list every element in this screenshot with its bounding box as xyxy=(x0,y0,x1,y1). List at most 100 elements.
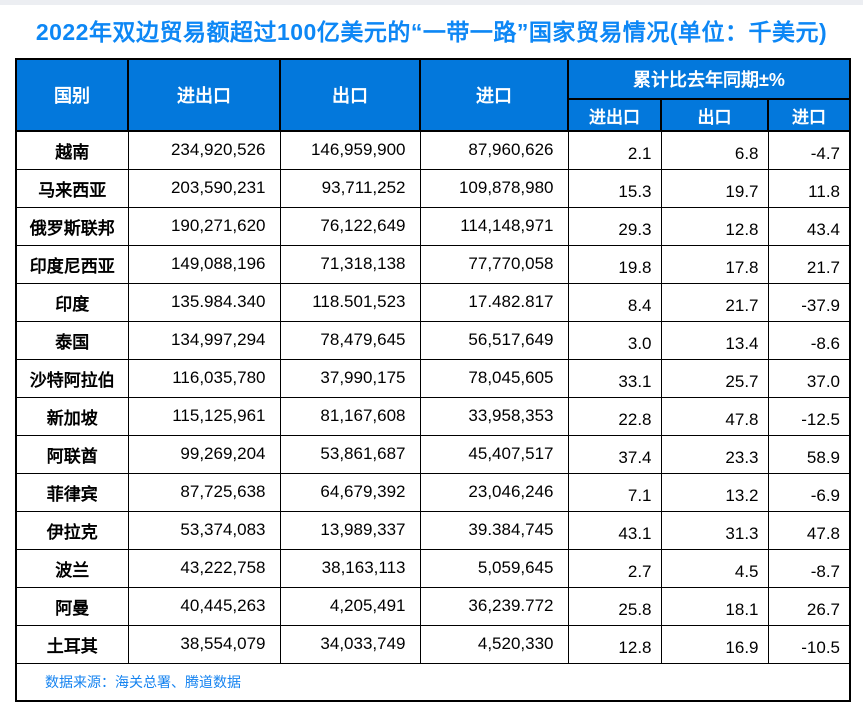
cell-yoy-import: 26.7 xyxy=(767,586,851,626)
cell-yoy-total: 19.8 xyxy=(567,244,662,284)
table-row: 泰国 134,997,294 78,479,645 56,517,649 3.0 13.4… xyxy=(15,320,851,360)
col-header-yoy-group: 累计比去年同期±% xyxy=(567,58,851,100)
table-row: 俄罗斯联邦 190,271,620 76,122,649 114,148,971 29.… xyxy=(15,206,851,246)
cell-yoy-export: 16.9 xyxy=(660,624,769,664)
cell-import: 45,407,517 xyxy=(419,434,569,474)
cell-yoy-export: 25.7 xyxy=(660,358,769,398)
cell-yoy-import: -12.5 xyxy=(767,396,851,436)
cell-yoy-import: 47.8 xyxy=(767,510,851,550)
cell-yoy-export: 18.1 xyxy=(660,586,769,626)
table-row: 印度尼西亚 149,088,196 71,318,138 77,770,058 19.8… xyxy=(15,244,851,284)
cell-export: 53,861,687 xyxy=(279,434,421,474)
cell-country: 泰国 xyxy=(15,320,129,360)
cell-import: 4,520,330 xyxy=(419,624,569,664)
cell-total: 234,920,526 xyxy=(127,130,281,170)
cell-country: 阿曼 xyxy=(15,586,129,626)
cell-import: 36,239.772 xyxy=(419,586,569,626)
cell-total: 99,269,204 xyxy=(127,434,281,474)
cell-country: 新加坡 xyxy=(15,396,129,436)
cell-export: 38,163,113 xyxy=(279,548,421,588)
cell-export: 37,990,175 xyxy=(279,358,421,398)
table-row: 伊拉克 53,374,083 13,989,337 39.384,745 43.1 31.… xyxy=(15,510,851,550)
cell-export: 146,959,900 xyxy=(279,130,421,170)
cell-import: 56,517,649 xyxy=(419,320,569,360)
table-body: 越南 234,920,526 146,959,900 87,960,626 2.1 6.8… xyxy=(15,130,851,664)
page-title: 2022年双边贸易额超过100亿美元的“一带一路”国家贸易情况(单位：千美元) xyxy=(35,19,828,45)
cell-yoy-import: 21.7 xyxy=(767,244,851,284)
cell-country: 印度 xyxy=(15,282,129,322)
cell-export: 78,479,645 xyxy=(279,320,421,360)
source-note: 数据来源：海关总署、腾道数据 xyxy=(15,662,851,702)
cell-total: 40,445,263 xyxy=(127,586,281,626)
cell-total: 43,222,758 xyxy=(127,548,281,588)
cell-total: 134,997,294 xyxy=(127,320,281,360)
cell-export: 71,318,138 xyxy=(279,244,421,284)
cell-yoy-import: -4.7 xyxy=(767,130,851,170)
cell-yoy-export: 17.8 xyxy=(660,244,769,284)
cell-yoy-export: 6.8 xyxy=(660,130,769,170)
cell-total: 203,590,231 xyxy=(127,168,281,208)
cell-total: 115,125,961 xyxy=(127,396,281,436)
table-row: 印度 135.984.340 118.501,523 17.482.817 8.4 21.… xyxy=(15,282,851,322)
cell-country: 伊拉克 xyxy=(15,510,129,550)
table-row: 新加坡 115,125,961 81,167,608 33,958,353 22.8 47… xyxy=(15,396,851,436)
cell-total: 190,271,620 xyxy=(127,206,281,246)
cell-yoy-total: 22.8 xyxy=(567,396,662,436)
cell-country: 土耳其 xyxy=(15,624,129,664)
table-row: 波兰 43,222,758 38,163,113 5,059,645 2.7 4.5 -8.… xyxy=(15,548,851,588)
cell-yoy-import: -6.9 xyxy=(767,472,851,512)
cell-import: 23,046,246 xyxy=(419,472,569,512)
cell-yoy-total: 2.1 xyxy=(567,130,662,170)
cell-yoy-import: 11.8 xyxy=(767,168,851,208)
top-strip xyxy=(0,0,863,5)
cell-export: 81,167,608 xyxy=(279,396,421,436)
cell-country: 越南 xyxy=(15,130,129,170)
cell-yoy-total: 8.4 xyxy=(567,282,662,322)
col-header-yoy-export: 出口 xyxy=(660,98,769,132)
cell-yoy-export: 4.5 xyxy=(660,548,769,588)
cell-import: 87,960,626 xyxy=(419,130,569,170)
cell-export: 34,033,749 xyxy=(279,624,421,664)
table-footer: 数据来源：海关总署、腾道数据 xyxy=(15,662,851,702)
cell-total: 87,725,638 xyxy=(127,472,281,512)
table-row: 阿曼 40,445,263 4,205,491 36,239.772 25.8 18.1 2… xyxy=(15,586,851,626)
col-header-total: 进出口 xyxy=(127,58,281,132)
col-header-country: 国别 xyxy=(15,58,129,132)
cell-country: 波兰 xyxy=(15,548,129,588)
table-header: 国别 进出口 出口 进口 累计比去年同期±% 进出口 出口 进口 xyxy=(15,58,851,132)
cell-export: 64,679,392 xyxy=(279,472,421,512)
cell-country: 菲律宾 xyxy=(15,472,129,512)
cell-yoy-total: 25.8 xyxy=(567,586,662,626)
cell-export: 93,711,252 xyxy=(279,168,421,208)
cell-yoy-total: 7.1 xyxy=(567,472,662,512)
cell-import: 109,878,980 xyxy=(419,168,569,208)
cell-total: 53,374,083 xyxy=(127,510,281,550)
table-row: 马来西亚 203,590,231 93,711,252 109,878,980 15.3… xyxy=(15,168,851,208)
cell-yoy-import: -8.6 xyxy=(767,320,851,360)
cell-import: 17.482.817 xyxy=(419,282,569,322)
table-row: 沙特阿拉伯 116,035,780 37,990,175 78,045,605 33.1… xyxy=(15,358,851,398)
cell-yoy-export: 31.3 xyxy=(660,510,769,550)
cell-yoy-total: 12.8 xyxy=(567,624,662,664)
cell-import: 78,045,605 xyxy=(419,358,569,398)
cell-import: 77,770,058 xyxy=(419,244,569,284)
col-header-export: 出口 xyxy=(279,58,421,132)
cell-yoy-total: 3.0 xyxy=(567,320,662,360)
cell-yoy-import: -8.7 xyxy=(767,548,851,588)
cell-yoy-total: 43.1 xyxy=(567,510,662,550)
table-row: 土耳其 38,554,079 34,033,749 4,520,330 12.8 16.9… xyxy=(15,624,851,664)
table-row: 菲律宾 87,725,638 64,679,392 23,046,246 7.1 13.2… xyxy=(15,472,851,512)
cell-yoy-export: 47.8 xyxy=(660,396,769,436)
cell-yoy-import: -10.5 xyxy=(767,624,851,664)
cell-total: 116,035,780 xyxy=(127,358,281,398)
col-header-yoy-import: 进口 xyxy=(767,98,851,132)
cell-import: 5,059,645 xyxy=(419,548,569,588)
cell-country: 俄罗斯联邦 xyxy=(15,206,129,246)
col-header-yoy-total: 进出口 xyxy=(567,98,662,132)
cell-total: 149,088,196 xyxy=(127,244,281,284)
cell-country: 沙特阿拉伯 xyxy=(15,358,129,398)
cell-yoy-import: 58.9 xyxy=(767,434,851,474)
cell-yoy-export: 13.2 xyxy=(660,472,769,512)
cell-country: 马来西亚 xyxy=(15,168,129,208)
